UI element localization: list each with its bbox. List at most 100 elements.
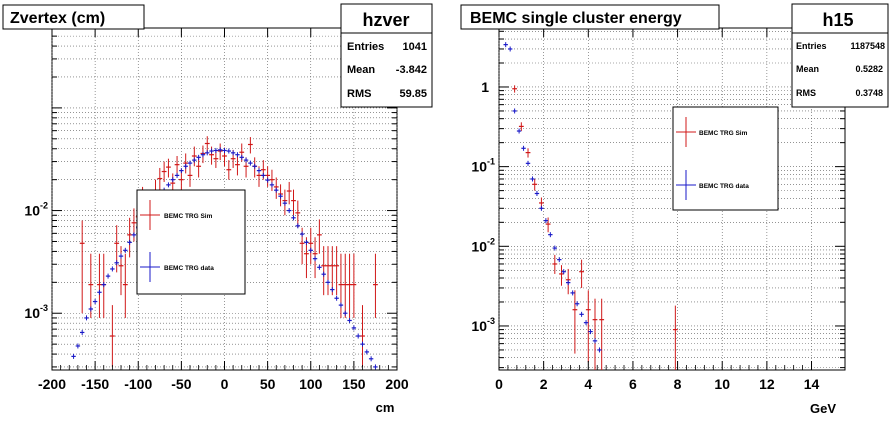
data-point [222,147,227,153]
title-box [2,4,145,30]
data-point [355,333,361,339]
legend: BEMC TRG Sim BEMC TRG data [672,106,779,211]
data-point [516,128,522,134]
stats-value-rms: 59.85 [399,88,427,100]
sim-point [196,157,202,178]
sim-point [265,166,271,187]
sim-point [518,122,524,132]
stats-value-mean: 0.5282 [855,64,883,74]
x-tick-label: -200 [38,376,66,392]
data-point [557,257,562,263]
stats-label-rms: RMS [347,88,371,100]
data-point [592,338,598,344]
stats-label-rms: RMS [796,88,816,98]
y-tick-label: 10-3 [24,303,48,321]
data-point [308,247,313,253]
data-point [265,177,270,183]
data-point [330,287,335,293]
sim-point [334,246,340,296]
data-point [597,347,602,353]
stats-label-mean: Mean [347,64,375,76]
data-point [252,163,257,169]
data-point [338,302,344,308]
data-point [205,150,210,156]
data-point [579,311,584,317]
sim-point [525,148,531,158]
data-point [196,154,201,160]
data-point [166,182,171,188]
y-tick-label: 10-1 [471,157,495,175]
data-point [566,280,571,286]
data-point [110,266,115,272]
data-point [317,264,322,270]
data-point [583,320,589,326]
y-tick-label: 10-3 [471,316,495,334]
x-tick-label: 6 [629,376,637,392]
sim-point [672,305,678,370]
x-tick-label: 0 [221,376,229,392]
panel-cluster-energy: 0 2 4 6 8 10 12 14 10-3 10-2 10-1 1 BEMC single clu… [460,3,889,416]
sim-point [295,200,301,228]
data-point [97,289,102,295]
sim-point [183,153,189,174]
sim-point [347,253,352,318]
data-point [321,271,326,277]
data-point [543,218,549,224]
sim-point [329,246,335,296]
data-point [235,152,240,158]
sim-point [166,158,171,178]
data-point [101,282,106,288]
sim-point [316,219,322,254]
sim-point [235,155,240,176]
data-point [118,253,124,259]
sim-point [97,253,102,318]
x-tick-label: -100 [124,376,152,392]
sim-point [532,178,538,191]
x-tick-label: 150 [342,376,366,392]
data-point [282,200,288,206]
data-point [226,148,232,154]
data-point [368,356,374,362]
sim-point [592,298,598,370]
stats-value-entries: 1041 [403,41,427,53]
sim-point [109,305,115,367]
data-point [334,295,339,301]
sim-point [157,167,163,190]
sim-point [191,146,197,167]
data-point [170,177,175,183]
x-tick-label: 14 [804,376,820,392]
chart-title: Zvertex (cm) [10,10,105,27]
title-box [460,4,720,30]
data-point [552,245,558,251]
data-point [179,168,184,174]
data-points [71,136,378,370]
data-point [274,187,279,193]
sim-point [174,155,180,176]
sim-point [579,259,584,288]
data-point [525,160,531,166]
sim-point [572,290,578,354]
data-point [209,148,214,154]
legend-label-sim: BEMC TRG Sim [164,213,213,220]
data-point [304,239,309,245]
data-point [364,349,370,355]
data-point [325,279,331,285]
sim-point [127,217,133,258]
x-tick-label: 8 [674,376,682,392]
sim-point [178,169,184,192]
x-tick-label: -150 [81,376,109,392]
sim-point [373,253,378,318]
data-point [570,290,575,296]
data-point [512,108,517,114]
data-point [239,154,244,160]
sim-point [599,298,605,370]
data-point [507,46,513,52]
data-point [548,232,553,238]
data-point [75,343,81,349]
sim-point [545,217,551,233]
sim-point [512,85,518,93]
sim-point [187,164,193,187]
data-point [84,315,89,321]
sim-point [247,137,253,154]
legend: BEMC TRG Sim BEMC TRG data [136,189,246,295]
